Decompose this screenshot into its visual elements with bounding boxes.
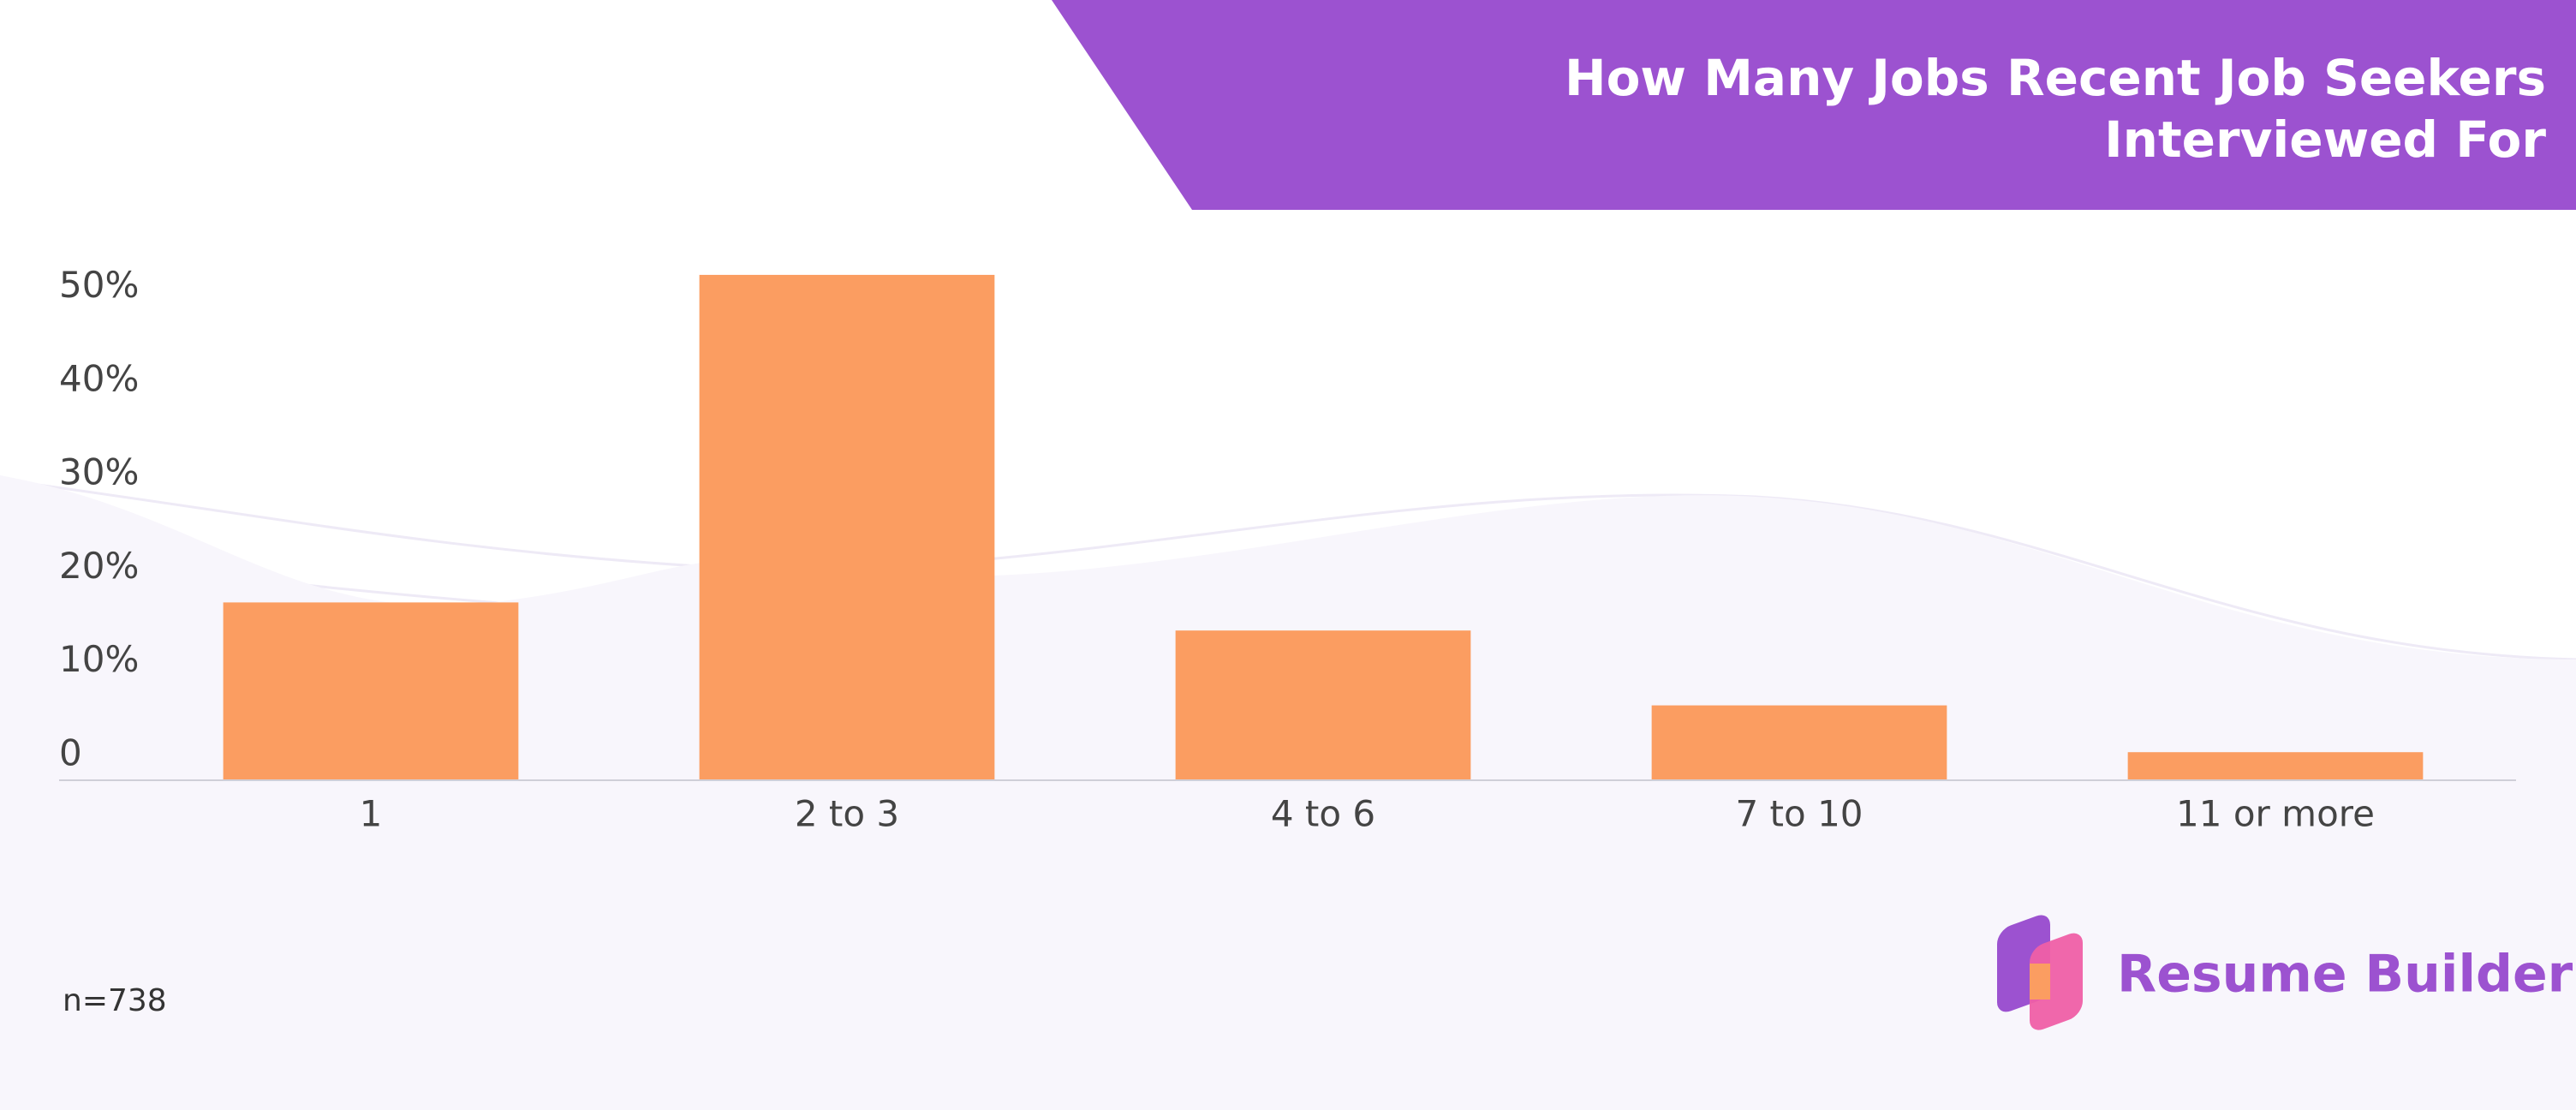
- background-wave: [0, 475, 2576, 1110]
- x-tick-label: 1: [360, 793, 383, 835]
- x-tick-label: 2 to 3: [795, 793, 899, 835]
- brand-name: Resume Builder: [2117, 945, 2573, 1005]
- logo-icon: [1997, 915, 2083, 1030]
- bar: [1175, 630, 1471, 780]
- sample-note: n=738: [63, 983, 167, 1018]
- y-tick-label: 0: [59, 732, 82, 774]
- title-banner: [1052, 0, 2576, 210]
- y-tick-label: 50%: [59, 264, 139, 306]
- bar: [699, 274, 995, 781]
- x-tick-label: 11 or more: [2176, 793, 2375, 835]
- y-tick-label: 20%: [59, 545, 139, 587]
- bar: [1651, 705, 1947, 780]
- bar: [2127, 752, 2424, 780]
- y-tick-label: 30%: [59, 451, 139, 493]
- bar: [223, 602, 519, 780]
- x-tick-label: 7 to 10: [1735, 793, 1863, 835]
- chart-title: How Many Jobs Recent Job Seekers Intervi…: [1565, 49, 2546, 169]
- y-tick-label: 10%: [59, 638, 139, 680]
- y-tick-label: 40%: [59, 357, 139, 399]
- x-tick-label: 4 to 6: [1271, 793, 1375, 835]
